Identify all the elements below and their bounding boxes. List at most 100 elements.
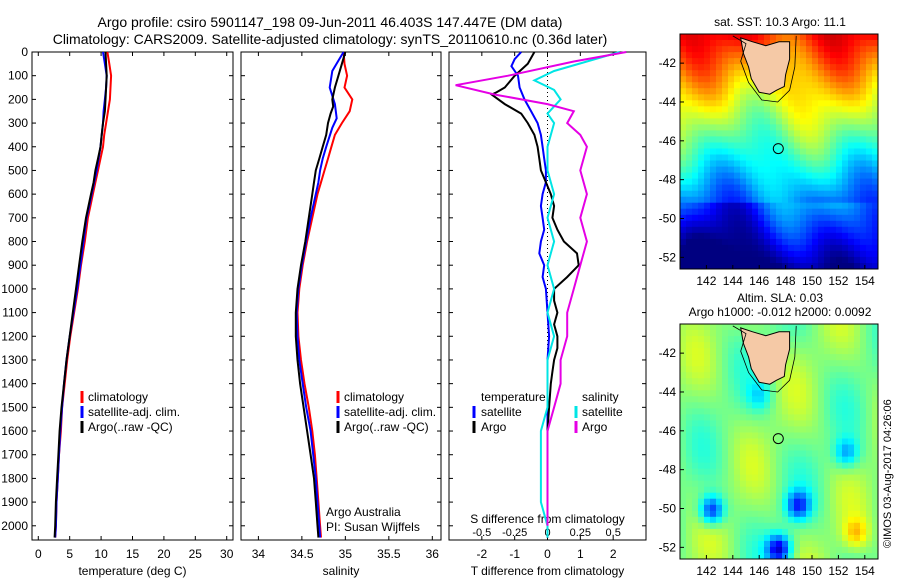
map-cell: [788, 112, 795, 119]
map-cell: [746, 553, 753, 559]
figure-title-line2: Climatology: CARS2009. Satellite-adjuste…: [52, 31, 608, 47]
map-cell: [746, 360, 753, 367]
map-cell: [734, 112, 741, 119]
map-cell: [824, 336, 831, 343]
map-cell: [734, 396, 741, 403]
map-cell: [866, 450, 873, 458]
map-cell: [716, 196, 723, 204]
map-cell: [692, 426, 699, 433]
map-cell: [734, 553, 741, 559]
map-cell: [782, 486, 789, 494]
map-cell: [776, 504, 783, 512]
map-cell: [812, 130, 819, 137]
map-cell: [776, 540, 783, 548]
map-cell: [800, 546, 807, 554]
map-cell: [806, 100, 813, 107]
map-cell: [770, 510, 777, 518]
y-tick-label: 500: [8, 163, 28, 177]
map-cell: [776, 106, 783, 113]
map-cell: [818, 420, 825, 427]
map-cell: [758, 34, 765, 41]
map-cell: [722, 118, 729, 125]
map-cell: [728, 336, 735, 343]
map-cell: [860, 390, 867, 397]
map-cell: [794, 498, 801, 506]
map-cell: [800, 178, 807, 186]
map-cell: [842, 540, 849, 548]
map-cell: [698, 172, 705, 180]
map-cell: [728, 88, 735, 95]
map-cell: [848, 172, 855, 180]
map-cell: [692, 202, 699, 210]
map-cell: [776, 256, 783, 264]
map-cell: [860, 378, 867, 385]
map-cell: [842, 438, 849, 446]
map-cell: [776, 426, 783, 433]
map-cell: [692, 444, 699, 452]
map-cell: [698, 214, 705, 222]
map-cell: [680, 76, 687, 83]
map-cell: [710, 510, 717, 518]
map-cell: [860, 462, 867, 470]
map-cell: [776, 154, 783, 162]
map-cell: [818, 244, 825, 252]
map-cell: [788, 124, 795, 131]
map-cell: [680, 100, 687, 107]
map-cell: [770, 130, 777, 137]
map-cell: [686, 510, 693, 518]
map-cell: [704, 214, 711, 222]
map-cell: [812, 190, 819, 198]
map-cell: [710, 154, 717, 162]
map-cell: [758, 160, 765, 168]
map-cell: [866, 522, 873, 530]
map-cell: [698, 324, 705, 331]
map-cell: [800, 498, 807, 506]
map-cell: [692, 546, 699, 554]
map-cell: [842, 166, 849, 174]
x-tick-label: 10: [94, 547, 108, 561]
map-cell: [746, 154, 753, 162]
map-cell: [704, 516, 711, 524]
map-cell: [782, 244, 789, 252]
map-cell: [842, 450, 849, 458]
map-cell: [860, 486, 867, 494]
map-cell: [770, 540, 777, 548]
map-cell: [752, 178, 759, 186]
y-tick-label: 800: [8, 235, 28, 249]
map-cell: [872, 438, 878, 446]
map-cell: [812, 118, 819, 125]
map-cell: [800, 408, 807, 415]
map-cell: [782, 492, 789, 500]
map-cell: [716, 372, 723, 379]
map-cell: [716, 130, 723, 137]
map-cell: [830, 390, 837, 397]
map-cell: [746, 384, 753, 391]
map-cell: [728, 263, 735, 269]
map-cell: [794, 52, 801, 59]
map-cell: [746, 474, 753, 482]
map-cell: [728, 64, 735, 71]
map-cell: [704, 480, 711, 488]
map-cell: [728, 420, 735, 427]
map-cell: [842, 112, 849, 119]
map-cell: [680, 190, 687, 198]
map-cell: [770, 420, 777, 427]
map-cell: [854, 178, 861, 186]
map-cell: [740, 426, 747, 433]
map-cell: [734, 414, 741, 421]
map-cell: [770, 324, 777, 331]
map-cell: [716, 324, 723, 331]
y-tick-label: -44: [659, 95, 677, 109]
map-cell: [806, 438, 813, 446]
map-cell: [734, 444, 741, 452]
map-cell: [806, 426, 813, 433]
map-cell: [872, 166, 878, 174]
map-cell: [698, 46, 705, 53]
map-cell: [716, 366, 723, 373]
map-cell: [824, 528, 831, 536]
map-cell: [872, 378, 878, 385]
map-cell: [680, 160, 687, 168]
map-cell: [680, 46, 687, 53]
map-cell: [794, 486, 801, 494]
map-cell: [848, 498, 855, 506]
